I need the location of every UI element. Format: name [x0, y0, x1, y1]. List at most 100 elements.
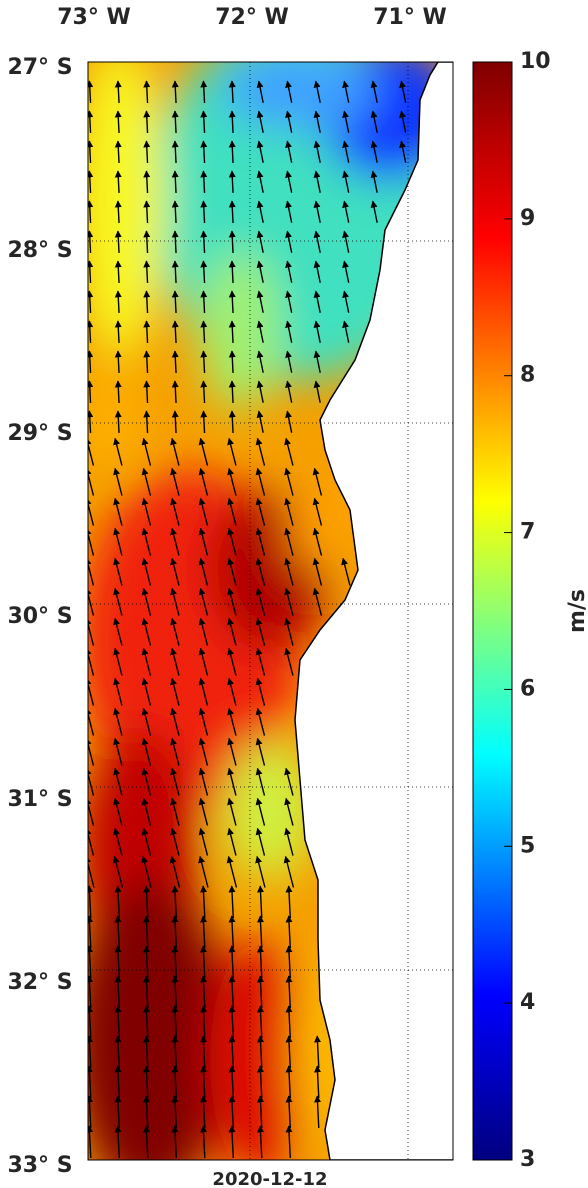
wind-arrow: [228, 350, 236, 374]
wind-arrow: [88, 617, 95, 646]
lon-label: 71° W: [373, 5, 447, 30]
wind-arrow: [256, 200, 264, 223]
wind-arrow: [141, 767, 152, 796]
wind-arrow: [313, 320, 321, 343]
wind-arrow: [285, 975, 293, 1009]
wind-arrow: [113, 497, 123, 526]
wind-arrow: [255, 527, 266, 556]
colorbar-tick-label: 10: [520, 49, 551, 74]
wind-arrow: [113, 587, 123, 616]
wind-arrow: [88, 1035, 94, 1069]
wind-arrow: [227, 437, 237, 466]
wind-arrow: [257, 1035, 265, 1069]
wind-arrow: [228, 410, 236, 434]
wind-arrow: [114, 290, 122, 314]
wind-arrow: [171, 975, 179, 1009]
wind-arrow: [228, 380, 236, 404]
wind-arrow: [171, 350, 179, 374]
wind-arrow: [285, 110, 293, 133]
wind-arrow: [228, 80, 236, 104]
wind-arrow: [312, 497, 323, 526]
wind-arrow: [370, 80, 378, 103]
wind-arrow: [88, 200, 94, 224]
wind-arrow: [284, 587, 294, 616]
wind-arrow: [228, 170, 236, 194]
wind-arrow: [198, 467, 209, 496]
wind-arrow: [257, 975, 265, 1009]
wind-arrow: [88, 797, 95, 826]
colorbar: [472, 61, 513, 1161]
wind-arrow: [114, 885, 122, 919]
wind-arrow: [314, 1035, 322, 1069]
wind-arrow: [342, 260, 350, 283]
wind-arrow: [143, 1005, 151, 1039]
wind-arrow: [399, 140, 407, 163]
wind-arrow: [255, 707, 266, 736]
wind-arrow: [171, 140, 179, 164]
wind-arrow: [285, 1065, 293, 1099]
wind-arrow: [114, 1095, 122, 1129]
land: [294, 62, 453, 1160]
wind-arrow: [342, 230, 350, 253]
wind-arrow: [113, 737, 123, 766]
wind-arrow: [285, 915, 293, 949]
wind-arrow: [256, 410, 264, 433]
wind-arrow: [143, 230, 151, 254]
wind-arrow: [313, 290, 321, 313]
wind-arrow: [256, 350, 264, 373]
wind-arrow: [285, 945, 293, 979]
wind-arrow: [141, 797, 152, 826]
wind-arrow: [198, 497, 209, 526]
wind-arrow: [143, 260, 151, 284]
wind-arrow: [255, 497, 266, 526]
wind-arrow: [143, 915, 151, 949]
wind-arrow: [88, 885, 94, 919]
wind-arrows: [88, 80, 407, 1159]
wind-arrow: [112, 855, 124, 888]
wind-arrow: [114, 260, 122, 284]
wind-arrow: [143, 80, 151, 104]
wind-arrow: [143, 140, 151, 164]
wind-arrow: [113, 467, 123, 496]
colorbar-tick-label: 3: [520, 1147, 535, 1172]
wind-arrow: [313, 350, 321, 373]
wind-arrow: [88, 260, 94, 284]
wind-arrow: [200, 915, 208, 949]
wind-arrow: [284, 767, 294, 796]
wind-arrow: [88, 140, 94, 164]
wind-arrow: [171, 410, 179, 434]
wind-arrow: [342, 320, 350, 343]
wind-arrow: [283, 855, 295, 888]
wind-arrow: [228, 1125, 236, 1159]
lat-label: 31° S: [7, 787, 72, 812]
wind-arrow: [88, 350, 94, 374]
wind-arrow: [88, 975, 94, 1009]
wind-arrow: [200, 1005, 208, 1039]
wind-arrow: [141, 737, 152, 766]
wind-arrow: [171, 230, 179, 254]
wind-arrow: [200, 80, 208, 104]
wind-arrow: [170, 467, 180, 496]
wind-arrow: [170, 767, 180, 796]
wind-arrow: [227, 647, 237, 676]
wind-arrow: [88, 647, 95, 676]
wind-arrow: [228, 1095, 236, 1129]
wind-arrow: [255, 437, 266, 466]
wind-arrow: [88, 1005, 94, 1039]
wind-arrow: [255, 467, 266, 496]
wind-arrow: [342, 140, 350, 163]
wind-arrow: [255, 737, 266, 766]
wind-arrow: [285, 170, 293, 193]
wind-arrow: [228, 110, 236, 134]
wind-arrow: [228, 1005, 236, 1039]
wind-arrow: [143, 945, 151, 979]
wind-arrow: [198, 827, 209, 856]
wind-arrow: [143, 170, 151, 194]
wind-arrow: [200, 1065, 208, 1099]
wind-arrow: [227, 617, 237, 646]
wind-arrow: [198, 737, 209, 766]
wind-arrow: [200, 350, 208, 374]
colorbar-tick-label: 4: [520, 990, 535, 1015]
wind-arrow: [171, 1035, 179, 1069]
